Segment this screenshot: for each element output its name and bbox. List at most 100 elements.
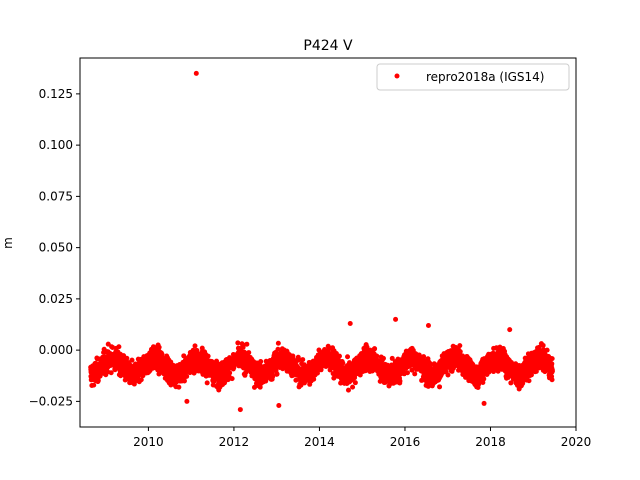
data-point — [205, 353, 211, 359]
data-point — [549, 356, 555, 362]
x-tick-label: 2012 — [219, 435, 250, 449]
data-point — [95, 378, 101, 384]
data-point — [211, 379, 217, 385]
y-tick-label: 0.075 — [39, 189, 73, 203]
data-point — [389, 355, 395, 361]
x-tick-label: 2018 — [475, 435, 506, 449]
data-point — [187, 370, 193, 376]
data-point — [156, 344, 162, 350]
data-point — [350, 384, 356, 390]
data-point — [380, 355, 386, 361]
legend-box — [376, 63, 570, 91]
data-point — [159, 351, 165, 357]
data-point — [138, 377, 144, 383]
x-tick-label: 2010 — [133, 435, 164, 449]
data-point — [318, 367, 324, 373]
data-point — [549, 361, 555, 367]
y-tick-label: 0.025 — [39, 292, 73, 306]
data-point — [184, 398, 190, 404]
chart-title: P424 V — [303, 38, 353, 54]
data-point — [116, 344, 122, 350]
data-point — [181, 378, 187, 384]
data-point — [336, 353, 342, 359]
x-tick-label: 2020 — [561, 435, 592, 449]
y-tick-label: −0.025 — [29, 394, 73, 408]
data-point — [314, 370, 320, 376]
data-point — [227, 370, 233, 376]
data-point — [549, 368, 555, 374]
y-tick-label: 0.050 — [39, 241, 73, 255]
data-point — [193, 70, 199, 76]
data-point — [345, 354, 351, 360]
data-point — [526, 378, 532, 384]
data-point — [275, 340, 281, 346]
data-point — [481, 376, 487, 382]
data-point — [345, 387, 351, 393]
data-point — [258, 358, 264, 364]
data-point — [544, 347, 550, 353]
data-point — [540, 342, 546, 348]
data-point — [528, 372, 534, 378]
data-point — [194, 347, 200, 353]
x-axis: 2010 2012 2014 2016 2018 2020 — [133, 427, 591, 449]
data-point — [425, 323, 431, 329]
data-point — [184, 373, 190, 379]
data-point — [340, 360, 346, 366]
data-point — [244, 341, 250, 347]
data-point — [372, 346, 378, 352]
data-point — [129, 357, 135, 363]
data-point — [397, 378, 403, 384]
data-point — [204, 380, 210, 386]
data-point — [105, 341, 111, 347]
data-point — [91, 382, 97, 388]
data-point — [156, 371, 162, 377]
legend-marker — [394, 73, 400, 79]
data-point — [508, 380, 514, 386]
y-axis: −0.025 0.000 0.025 0.050 0.075 0.100 0.125 — [29, 87, 80, 408]
data-point — [274, 371, 280, 377]
data-point — [412, 371, 418, 377]
data-point — [214, 358, 220, 364]
data-point — [549, 377, 555, 383]
legend: repro2018a (IGS14) — [376, 63, 570, 91]
plot-frame — [79, 57, 577, 428]
y-tick-label: 0.100 — [39, 138, 73, 152]
data-point — [347, 320, 353, 326]
y-tick-label: 0.000 — [39, 343, 73, 357]
data-point — [275, 346, 281, 352]
data-point — [374, 353, 380, 359]
data-point — [237, 407, 243, 413]
data-point — [421, 354, 427, 360]
data-point — [445, 372, 451, 378]
x-tick-label: 2014 — [304, 435, 335, 449]
data-point — [393, 316, 399, 322]
legend-label: repro2018a (IGS14) — [426, 70, 544, 84]
data-point — [296, 357, 302, 363]
data-point — [507, 327, 513, 333]
data-point — [352, 380, 358, 386]
data-point — [246, 350, 252, 356]
data-point — [270, 373, 276, 379]
data-point — [293, 377, 299, 383]
data-point — [457, 343, 463, 349]
data-point — [404, 370, 410, 376]
data-point — [108, 370, 114, 376]
data-point — [176, 384, 182, 390]
data-point — [235, 340, 241, 346]
data-point — [192, 343, 198, 349]
data-point — [428, 362, 434, 368]
data-point — [300, 357, 306, 363]
data-point — [257, 384, 263, 390]
data-point — [124, 355, 130, 361]
data-points — [88, 70, 555, 413]
data-point — [437, 384, 443, 390]
x-tick-label: 2016 — [390, 435, 421, 449]
data-point — [229, 376, 235, 382]
data-point — [537, 347, 543, 353]
data-point — [276, 402, 282, 408]
data-point — [227, 355, 233, 361]
y-axis-label: m — [1, 237, 15, 249]
y-tick-label: 0.125 — [39, 87, 73, 101]
data-point — [481, 400, 487, 406]
